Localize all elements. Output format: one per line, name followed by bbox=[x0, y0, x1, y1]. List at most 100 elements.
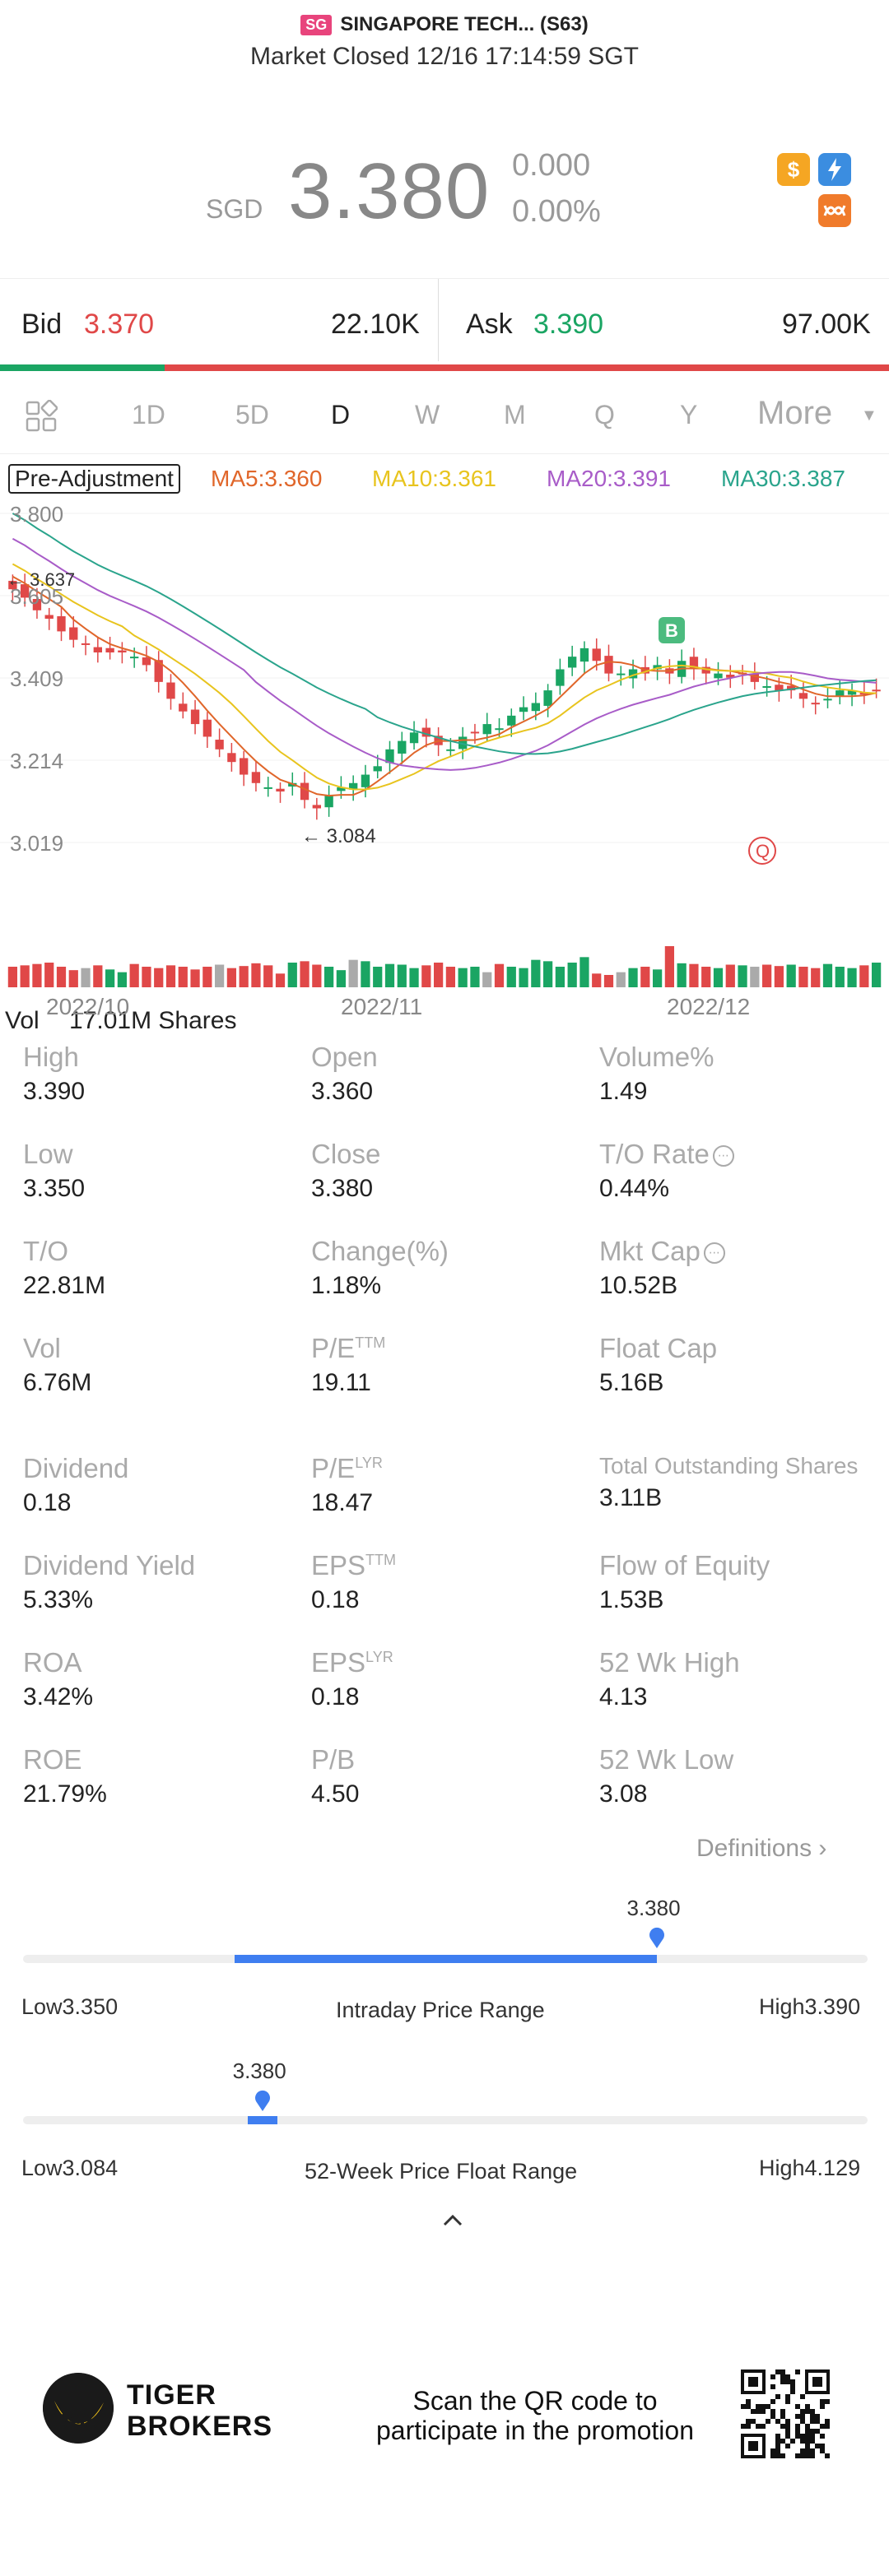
tab-w[interactable]: W bbox=[415, 400, 440, 429]
stat-label: Mkt Cap ⋯ bbox=[599, 1236, 879, 1267]
stat-item: Vol 6.76M bbox=[23, 1333, 303, 1397]
qr-module bbox=[770, 2409, 775, 2414]
period-tabs: 1D 5D D W M Q Y More ▼ bbox=[0, 383, 889, 454]
chart-gridlines bbox=[0, 513, 889, 843]
volume-bar bbox=[531, 959, 541, 987]
info-icon[interactable]: ⋯ bbox=[703, 1242, 725, 1265]
candle-body bbox=[446, 749, 455, 751]
volume-bar bbox=[81, 968, 91, 987]
candle-body bbox=[531, 703, 541, 712]
volume-bar bbox=[567, 963, 577, 987]
qr-module bbox=[746, 2404, 751, 2409]
candle-body bbox=[579, 647, 589, 662]
volume-bar bbox=[652, 969, 663, 987]
x-tick-label: 2022/11 bbox=[341, 994, 423, 1019]
qr-module bbox=[785, 2434, 790, 2439]
candle-body bbox=[689, 657, 699, 670]
candle-body bbox=[215, 740, 224, 750]
buy-marker-label: B bbox=[665, 620, 678, 641]
qr-module bbox=[785, 2379, 790, 2384]
q-marker bbox=[748, 837, 776, 865]
qr-module bbox=[741, 2404, 746, 2409]
stat-label-text: Dividend bbox=[23, 1453, 129, 1483]
tab-5d[interactable]: 5D bbox=[235, 400, 269, 429]
chevron-down-icon[interactable]: ▼ bbox=[861, 406, 877, 425]
volume-bar bbox=[725, 964, 735, 987]
candle-body bbox=[482, 724, 491, 735]
candle-body bbox=[227, 753, 236, 763]
qr-module bbox=[751, 2409, 756, 2414]
candle-body bbox=[385, 749, 394, 764]
stat-item: T/O Rate ⋯ 0.44% bbox=[599, 1139, 879, 1203]
stock-name[interactable]: SINGAPORE TECH... (S63) bbox=[340, 13, 589, 35]
stat-value: 3.11B bbox=[599, 1484, 663, 1511]
candlestick-chart[interactable]: 3.800 3.605 3.409 3.214 3.019 Vol 17.01M… bbox=[0, 502, 889, 1028]
candle-body bbox=[714, 673, 723, 679]
tab-1d[interactable]: 1D bbox=[132, 400, 165, 429]
layout-grid-icon[interactable] bbox=[25, 399, 58, 433]
stat-label: ROA bbox=[23, 1647, 303, 1678]
qr-module bbox=[812, 2377, 822, 2387]
qr-module bbox=[800, 2453, 805, 2458]
pre-adjustment-toggle[interactable]: Pre-Adjustment bbox=[8, 464, 180, 494]
stat-item: P/ETTM 19.11 bbox=[311, 1333, 591, 1397]
buy-marker bbox=[659, 617, 685, 643]
qr-module bbox=[785, 2399, 790, 2404]
stat-label-text: Total Outstanding Shares bbox=[599, 1453, 859, 1478]
qr-module bbox=[780, 2424, 785, 2429]
qr-module bbox=[770, 2448, 775, 2453]
qr-module bbox=[751, 2419, 756, 2424]
tab-m[interactable]: M bbox=[504, 400, 526, 429]
candle-body bbox=[786, 685, 796, 691]
candles bbox=[8, 573, 881, 820]
stat-value: 0.18 bbox=[311, 1683, 360, 1710]
definitions-link[interactable]: Definitions › bbox=[696, 1835, 826, 1863]
volume-bar bbox=[142, 967, 151, 987]
flash-icon[interactable] bbox=[818, 153, 851, 186]
collapse-chevron-up-icon[interactable] bbox=[440, 2207, 465, 2235]
week52-current-price: 3.380 bbox=[232, 2058, 286, 2083]
dollar-icon[interactable]: $ bbox=[777, 153, 810, 186]
crossover-icon[interactable] bbox=[818, 194, 851, 227]
candle-body bbox=[44, 615, 54, 620]
tab-more[interactable]: More bbox=[757, 395, 833, 431]
volume-bar bbox=[822, 963, 833, 987]
brand-name: TIGER BROKERS bbox=[127, 2379, 272, 2442]
qr-module bbox=[815, 2419, 820, 2424]
chart-labels: 3.800 3.605 3.409 3.214 3.019 Vol 17.01M… bbox=[5, 502, 776, 1028]
qr-module bbox=[775, 2434, 780, 2439]
candle-body bbox=[458, 736, 468, 750]
stat-value: 0.18 bbox=[311, 1586, 360, 1613]
candle-body bbox=[653, 665, 662, 670]
tab-q[interactable]: Q bbox=[594, 400, 615, 429]
qr-module bbox=[795, 2369, 800, 2374]
chevron-right-icon: › bbox=[818, 1835, 827, 1862]
ask-volume: 97.00K bbox=[782, 309, 871, 340]
info-icon[interactable]: ⋯ bbox=[712, 1145, 734, 1167]
volume-bar bbox=[32, 963, 42, 987]
stat-label: Close bbox=[311, 1139, 591, 1170]
week52-fill bbox=[247, 2116, 277, 2124]
qr-module bbox=[805, 2453, 810, 2458]
volume-bar bbox=[750, 967, 760, 987]
stat-label-text: Change(%) bbox=[311, 1236, 449, 1266]
ma10-line bbox=[12, 563, 877, 791]
qr-module bbox=[756, 2424, 761, 2429]
stat-value: 10.52B bbox=[599, 1272, 678, 1299]
ask-price: 3.390 bbox=[533, 309, 604, 340]
tab-y[interactable]: Y bbox=[680, 400, 698, 429]
candle-body bbox=[567, 657, 577, 668]
volume-bar bbox=[664, 946, 675, 987]
high-marker-label: ← 3.637 bbox=[7, 569, 75, 590]
qr-module bbox=[800, 2439, 805, 2444]
qr-module bbox=[785, 2424, 790, 2429]
stat-item: Dividend Yield 5.33% bbox=[23, 1550, 303, 1614]
tab-d[interactable]: D bbox=[331, 400, 351, 429]
stat-label: 52 Wk High bbox=[599, 1647, 879, 1678]
stat-label-text: Open bbox=[311, 1042, 378, 1072]
stat-label: Float Cap bbox=[599, 1333, 879, 1364]
volume-bar bbox=[579, 957, 589, 987]
qr-module bbox=[795, 2429, 800, 2434]
volume-bar bbox=[640, 967, 650, 987]
qr-code[interactable] bbox=[741, 2369, 830, 2458]
